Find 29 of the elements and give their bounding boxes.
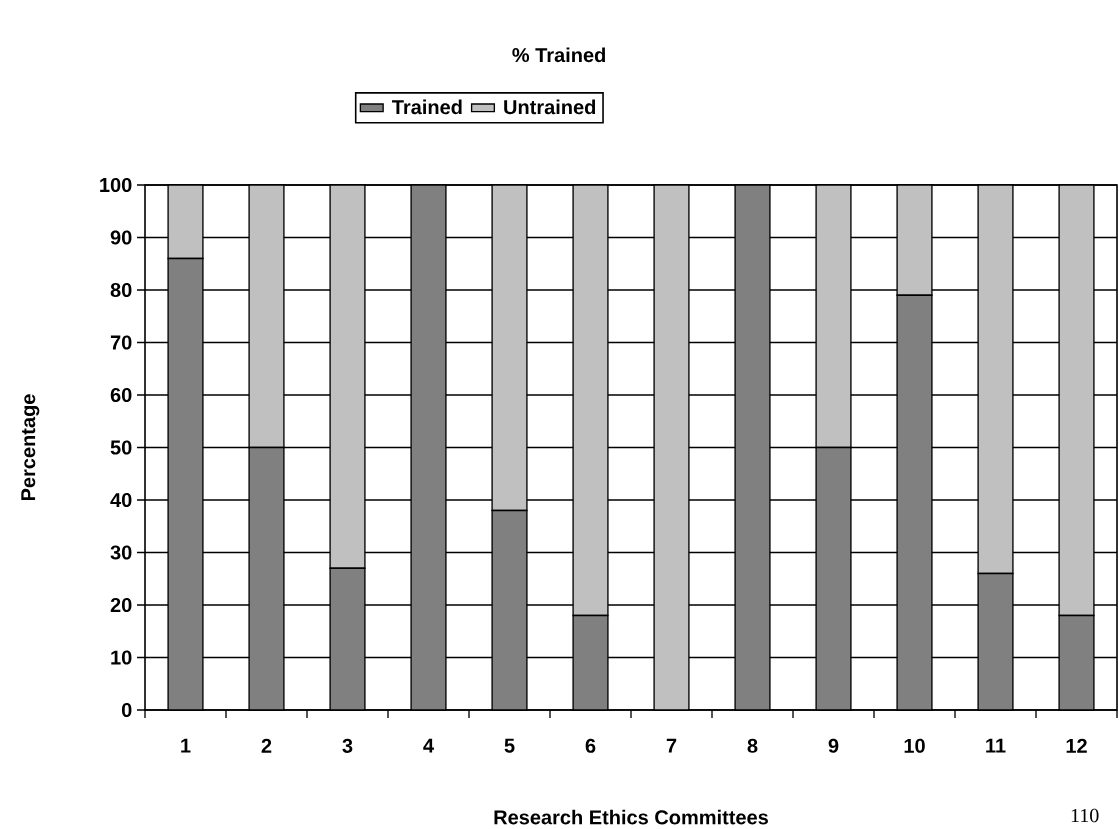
x-tick-label: 5	[504, 738, 515, 753]
y-tick-label: 10	[111, 650, 132, 665]
x-tick-label: 6	[585, 738, 596, 753]
x-tick-label: 8	[747, 738, 758, 753]
text: 110	[1071, 808, 1099, 823]
x-tick-label: 2	[261, 738, 272, 753]
x-axis-title: Research Ethics Committees	[494, 809, 768, 825]
legend-label: Untrained	[504, 99, 596, 115]
y-tick-label: 30	[110, 545, 132, 560]
y-tick-label: 40	[110, 492, 132, 508]
x-tick-label: 10	[904, 738, 925, 753]
y-tick-label: 20	[110, 597, 132, 613]
y-tick-label: 70	[110, 335, 132, 350]
x-tick-label: 11	[986, 738, 1006, 753]
legend-label: Trained	[392, 99, 462, 115]
y-tick-label: 100	[100, 177, 132, 193]
y-axis-title: Percentage	[21, 394, 40, 501]
y-tick-label: 50	[110, 440, 132, 455]
x-tick-label: 12	[1066, 738, 1087, 753]
chart-title: % Trained	[512, 47, 605, 63]
x-tick-label: 3	[342, 738, 353, 753]
y-tick-label: 80	[110, 282, 132, 298]
y-tick-label: 0	[121, 702, 132, 718]
x-tick-label: 7	[666, 738, 677, 753]
y-tick-label: 90	[110, 230, 132, 245]
x-tick-label: 9	[828, 738, 839, 753]
x-tick-label: 4	[423, 738, 434, 753]
x-tick-label: 1	[181, 738, 191, 753]
y-tick-label: 60	[110, 387, 132, 403]
